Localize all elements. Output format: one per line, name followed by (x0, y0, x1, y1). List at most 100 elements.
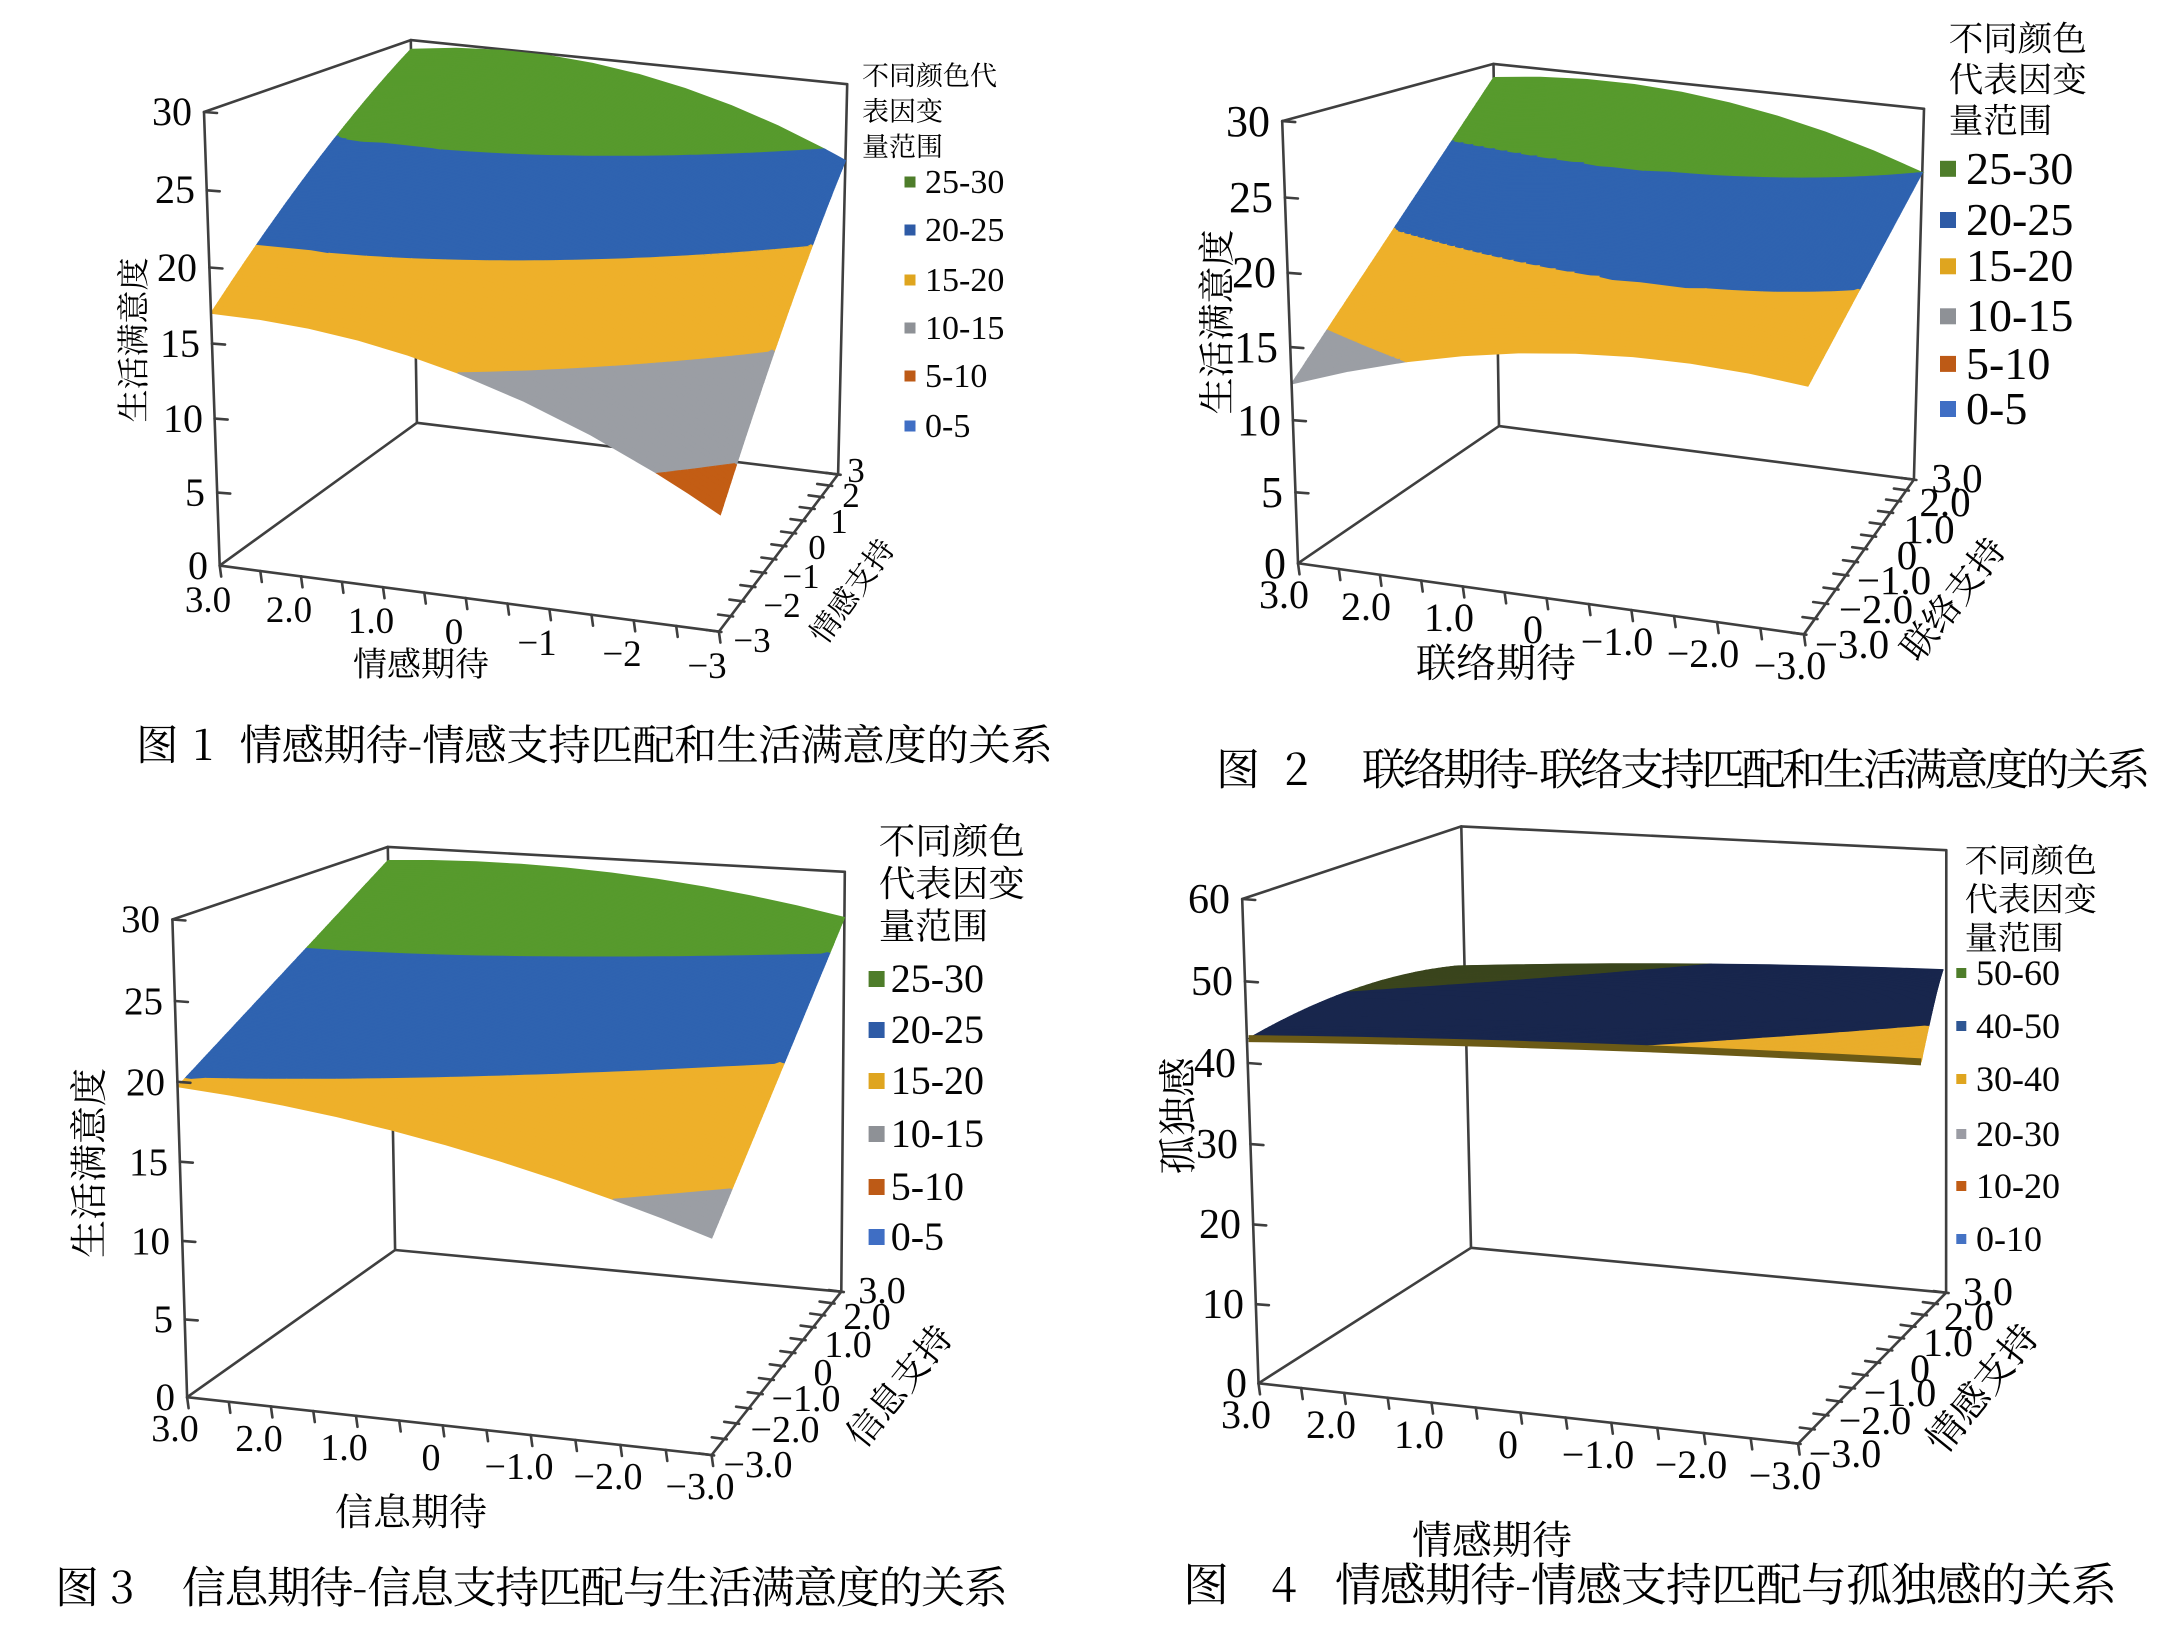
svg-text:3.0: 3.0 (858, 1270, 906, 1312)
svg-text:−1.0: −1.0 (1562, 1432, 1635, 1477)
svg-text:−2.0: −2.0 (1839, 586, 1913, 632)
svg-text:10-15: 10-15 (891, 1111, 984, 1156)
svg-text:−1.0: −1.0 (1581, 619, 1654, 664)
svg-text:25: 25 (1229, 173, 1273, 222)
svg-text:20-25: 20-25 (925, 212, 1004, 249)
svg-text:−3.0: −3.0 (1815, 621, 1889, 667)
svg-text:20: 20 (1199, 1202, 1241, 1248)
svg-text:2.0: 2.0 (1306, 1402, 1356, 1447)
svg-text:0-5: 0-5 (891, 1214, 944, 1259)
svg-text:−2: −2 (602, 634, 641, 675)
svg-text:5: 5 (185, 470, 205, 515)
svg-text:3.0: 3.0 (1963, 1269, 2013, 1314)
svg-text:5-10: 5-10 (891, 1164, 964, 1209)
svg-text:20: 20 (126, 1061, 165, 1104)
svg-text:30: 30 (1226, 97, 1270, 146)
svg-text:25: 25 (155, 167, 195, 212)
svg-text:−3.0: −3.0 (1749, 1453, 1822, 1498)
svg-text:10-15: 10-15 (925, 310, 1004, 347)
svg-text:30-40: 30-40 (1976, 1059, 2060, 1099)
svg-text:−2.0: −2.0 (1839, 1398, 1912, 1443)
svg-text:15: 15 (160, 321, 200, 366)
svg-text:0: 0 (1897, 532, 1918, 578)
svg-text:−3.0: −3.0 (666, 1466, 735, 1508)
svg-text:10: 10 (131, 1220, 170, 1263)
svg-text:2.0: 2.0 (1341, 584, 1391, 629)
svg-text:40: 40 (1194, 1041, 1236, 1087)
svg-text:10-20: 10-20 (1976, 1166, 2060, 1206)
svg-text:60: 60 (1188, 877, 1230, 923)
svg-text:30: 30 (152, 89, 192, 134)
svg-text:1: 1 (830, 502, 848, 541)
svg-text:15-20: 15-20 (925, 262, 1004, 299)
svg-text:30: 30 (1196, 1122, 1238, 1168)
svg-text:25: 25 (124, 980, 163, 1023)
svg-text:25-30: 25-30 (1966, 143, 2073, 194)
svg-text:0: 0 (1498, 1422, 1518, 1467)
svg-text:1.0: 1.0 (320, 1427, 368, 1469)
svg-text:2.0: 2.0 (1919, 479, 1970, 525)
svg-text:40-50: 40-50 (1976, 1006, 2060, 1046)
svg-text:−3: −3 (687, 646, 726, 687)
svg-text:0: 0 (422, 1437, 441, 1479)
svg-text:0: 0 (188, 543, 208, 588)
svg-text:2: 2 (842, 476, 860, 515)
svg-text:3.0: 3.0 (1221, 1392, 1271, 1437)
svg-text:3.0: 3.0 (1259, 572, 1309, 617)
svg-text:−3.0: −3.0 (724, 1444, 793, 1486)
svg-text:−1.0: −1.0 (485, 1446, 554, 1488)
svg-text:15: 15 (1234, 323, 1278, 372)
svg-text:0: 0 (1226, 1361, 1247, 1407)
svg-text:−1.0: −1.0 (1857, 557, 1931, 603)
svg-text:20: 20 (1232, 248, 1276, 297)
svg-text:10-15: 10-15 (1966, 290, 2073, 341)
svg-text:2.0: 2.0 (1944, 1294, 1994, 1339)
svg-text:50-60: 50-60 (1976, 953, 2060, 993)
svg-text:1.0: 1.0 (1923, 1320, 1973, 1365)
svg-text:5: 5 (1261, 468, 1283, 517)
svg-text:3.0: 3.0 (1931, 455, 1982, 501)
svg-text:20: 20 (157, 245, 197, 290)
svg-text:20-25: 20-25 (1966, 194, 2073, 245)
svg-text:−2.0: −2.0 (1667, 631, 1740, 676)
svg-text:0: 0 (814, 1352, 833, 1394)
svg-text:−2: −2 (763, 586, 800, 625)
svg-text:0: 0 (1910, 1346, 1930, 1391)
svg-text:−1: −1 (782, 557, 819, 596)
svg-text:3.0: 3.0 (151, 1408, 199, 1450)
svg-text:5-10: 5-10 (1966, 338, 2050, 389)
svg-text:−1.0: −1.0 (772, 1378, 841, 1420)
svg-text:1.0: 1.0 (824, 1324, 872, 1366)
svg-text:−3: −3 (733, 621, 770, 660)
svg-text:3.0: 3.0 (185, 580, 231, 621)
svg-text:0: 0 (1264, 539, 1286, 588)
svg-text:2.0: 2.0 (266, 590, 312, 631)
svg-text:3: 3 (847, 451, 865, 490)
svg-text:1.0: 1.0 (1394, 1412, 1444, 1457)
svg-text:0: 0 (808, 528, 826, 567)
svg-text:1.0: 1.0 (348, 601, 394, 642)
svg-text:10: 10 (163, 396, 203, 441)
svg-text:−2.0: −2.0 (751, 1409, 820, 1451)
svg-text:50: 50 (1191, 959, 1233, 1005)
svg-text:−3.0: −3.0 (1809, 1431, 1882, 1476)
svg-text:15: 15 (129, 1141, 168, 1184)
svg-text:30: 30 (121, 898, 160, 941)
svg-text:−1.0: −1.0 (1864, 1370, 1937, 1415)
svg-text:0-5: 0-5 (1966, 383, 2027, 434)
svg-text:20-30: 20-30 (1976, 1114, 2060, 1154)
svg-text:25-30: 25-30 (925, 164, 1004, 201)
svg-text:1.0: 1.0 (1424, 595, 1474, 640)
svg-text:2.0: 2.0 (235, 1418, 283, 1460)
svg-text:25-30: 25-30 (891, 956, 984, 1001)
svg-text:2.0: 2.0 (843, 1296, 891, 1338)
svg-text:5: 5 (154, 1298, 174, 1341)
svg-text:0: 0 (445, 612, 464, 653)
svg-text:15-20: 15-20 (1966, 240, 2073, 291)
svg-text:−2.0: −2.0 (574, 1456, 643, 1498)
svg-text:0: 0 (156, 1376, 176, 1419)
svg-text:−1: −1 (517, 623, 556, 664)
svg-text:0-5: 0-5 (925, 408, 970, 445)
svg-text:20-25: 20-25 (891, 1007, 984, 1052)
svg-text:0: 0 (1523, 607, 1543, 652)
